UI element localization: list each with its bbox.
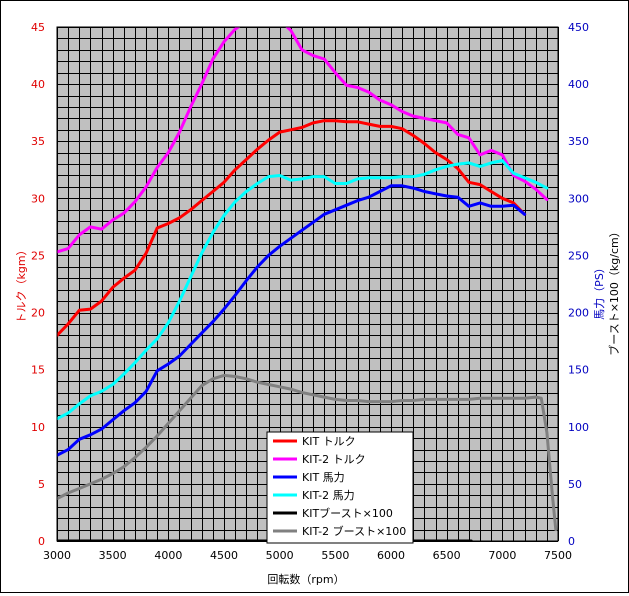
series-line-1 — [57, 119, 527, 337]
x-tick-label: 5000 — [266, 549, 294, 562]
y-tick-label-left: 25 — [31, 249, 45, 262]
y-tick-label-left: 45 — [31, 21, 45, 34]
series-line-3 — [57, 184, 527, 457]
legend-label-5: KITブースト×100 — [302, 506, 393, 520]
y-axis-label-right-horsepower: 馬力（PS） — [593, 262, 606, 320]
y-tick-label-left: 5 — [38, 478, 45, 491]
legend-label-6: KIT-2 ブースト×100 — [302, 524, 406, 538]
series-line-6 — [57, 373, 558, 532]
legend-label-3: KIT 馬力 — [302, 471, 345, 484]
x-axis-label: 回転数（rpm） — [267, 573, 344, 586]
y-tick-label-right: 200 — [568, 307, 589, 320]
x-tick-label: 7000 — [488, 549, 516, 562]
x-tick-label: 6500 — [433, 549, 461, 562]
y-tick-label-right: 400 — [568, 78, 589, 91]
x-tick-label: 3000 — [43, 549, 71, 562]
series-line-4 — [57, 159, 549, 421]
y-tick-label-right: 50 — [568, 478, 582, 491]
x-tick-label: 6000 — [377, 549, 405, 562]
y-tick-label-left: 0 — [38, 535, 45, 548]
y-tick-label-left: 15 — [31, 364, 45, 377]
x-tick-label: 4000 — [154, 549, 182, 562]
y-tick-label-right: 150 — [568, 364, 589, 377]
legend: KIT トルク KIT-2 トルク KIT 馬力 KIT-2 馬力 KITブースト×10… — [266, 431, 414, 544]
x-tick-label: 5500 — [321, 549, 349, 562]
series-line-2 — [57, 27, 549, 254]
x-tick-label: 4500 — [210, 549, 238, 562]
x-tick-label: 7500 — [544, 549, 572, 562]
y-axis-label-left: トルク（kgm） — [15, 244, 28, 323]
y-tick-label-right: 100 — [568, 421, 589, 434]
x-tick-label: 3500 — [99, 549, 127, 562]
y-axis-label-right-boost: ブースト×100（kg/cm） — [607, 226, 621, 355]
legend-label-1: KIT トルク — [302, 435, 356, 448]
y-tick-label-left: 40 — [31, 78, 45, 91]
y-tick-label-right: 300 — [568, 192, 589, 205]
y-tick-label-right: 450 — [568, 21, 589, 34]
y-tick-label-left: 30 — [31, 192, 45, 205]
y-tick-label-left: 10 — [31, 421, 45, 434]
y-tick-label-right: 0 — [568, 535, 575, 548]
legend-label-4: KIT-2 馬力 — [302, 489, 355, 502]
y-tick-label-right: 250 — [568, 249, 589, 262]
y-tick-label-left: 20 — [31, 307, 45, 320]
series-lines — [57, 27, 558, 541]
legend-label-2: KIT-2 トルク — [302, 453, 366, 466]
tick-labels: 0510152025303540450501001502002503003504… — [31, 21, 589, 562]
y-tick-label-left: 35 — [31, 135, 45, 148]
y-tick-label-right: 350 — [568, 135, 589, 148]
